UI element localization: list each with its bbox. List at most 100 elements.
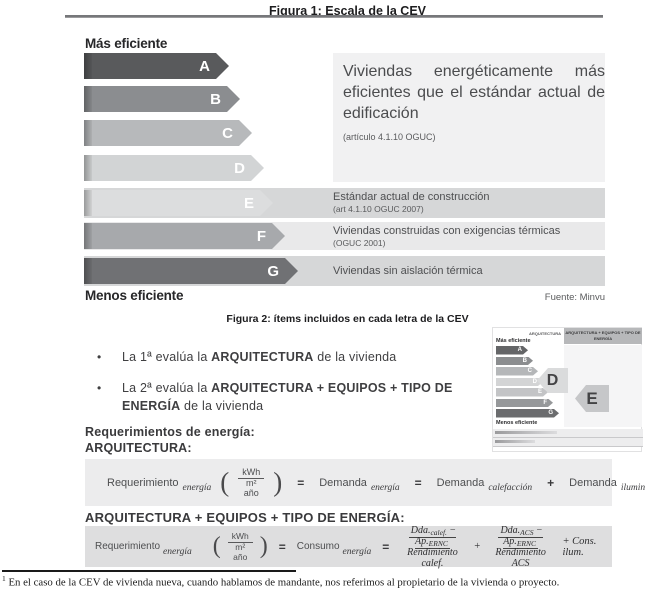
mini-letter-e: E — [537, 389, 542, 396]
mini-letter-g: G — [548, 410, 553, 417]
footnote: 1 En el caso de la CEV de vivienda nueva… — [2, 574, 643, 589]
f2-mid: Consumo — [296, 541, 340, 552]
mini-arrow-e: E — [496, 388, 548, 397]
mini-data-row-1-text — [495, 431, 557, 434]
scale-letter-a: A — [199, 57, 210, 75]
mini-less-label: Menos eficiente — [496, 420, 538, 426]
efficient-note: (artículo 4.1.10 OGUC) — [343, 132, 436, 143]
bullet1-bold: ARQUITECTURA — [211, 350, 314, 364]
scale-letter-g: G — [267, 262, 279, 280]
band-e-note: (art 4.1.10 OGUC 2007) — [333, 203, 424, 214]
f2-lhs-sub: energía — [163, 546, 192, 557]
f1-close-paren: ) — [273, 467, 283, 498]
f2-eq2: = — [382, 539, 390, 554]
f1-lhs: Requerimiento — [107, 476, 179, 489]
f1-t2-sub: iluminación — [620, 482, 645, 493]
f2-unit-fraction: kWh m² año — [227, 531, 253, 562]
f2-fraction1: Dda.calef. − Ap.ERNC Rendimiento calef. — [396, 524, 468, 569]
mini-letter-d: D — [532, 378, 537, 385]
mini-data-row-1 — [493, 429, 643, 438]
bullet2-post: de la vivienda — [180, 399, 264, 414]
mini-letter-b: B — [522, 357, 527, 364]
scale-letter-c: C — [222, 124, 233, 142]
scale-arrow-a: A — [84, 53, 229, 79]
footnote-marker: 1 — [2, 574, 6, 583]
f2-plus1: + — [473, 541, 481, 552]
scale-arrow-b: B — [84, 86, 240, 112]
f2-frac1-den: Rendimiento calef. — [407, 546, 458, 569]
mini-more-label: Más eficiente — [496, 338, 531, 344]
f2-frac2-num-b-sub: ERNC — [516, 538, 536, 548]
band-g-text: Viviendas sin aislación térmica — [333, 265, 483, 278]
band-f-note: (OGUC 2001) — [333, 237, 386, 248]
less-efficient-label: Menos eficiente — [85, 288, 184, 303]
scale-arrow-d: D — [84, 155, 264, 181]
formula-arch-equip: Requerimiento energía ( kWh m² año ) = Con… — [85, 524, 612, 569]
mini-data-row-2-text — [495, 440, 535, 443]
source-label: Fuente: Minvu — [544, 292, 605, 303]
f1-unit-fraction: kWh m² año — [238, 467, 265, 498]
f1-plus: + — [547, 475, 555, 490]
f2-frac2-num-b: − Ap. — [503, 524, 543, 547]
f2-mid-sub: energía — [342, 546, 372, 557]
arch-equip-subheading: ARQUITECTURA + EQUIPOS + TIPO DE ENERGÍA… — [85, 510, 405, 525]
rating-arch-letter: D — [546, 371, 559, 389]
figure1-caption: Figura 1: Escala de la CEV — [268, 4, 426, 18]
f2-frac1-num: Dda.calef. − Ap.ERNC — [408, 524, 457, 549]
scale-arrow-f: F — [84, 223, 285, 249]
footnote-divider — [2, 570, 296, 572]
band-f-label: Viviendas construidas con exigencias tér… — [333, 225, 561, 237]
mini-arrow-d: D — [496, 378, 543, 387]
scale-letter-f: F — [256, 227, 266, 245]
bullet2-bold: ARQUITECTURA + EQUIPOS + TIPO DE ENERGÍA — [122, 381, 453, 414]
mini-letter-a: A — [517, 347, 522, 354]
f2-frac2-den: Rendimiento ACS — [495, 546, 546, 569]
f2-frac2-num: Dda.ACS − Ap.ERNC — [498, 524, 543, 549]
f1-open-paren: ( — [220, 467, 230, 498]
f1-unit-den: m² año — [243, 478, 259, 498]
f2-frac2-num-a-sub: ACS — [520, 527, 534, 537]
f1-t1: Demanda — [436, 476, 485, 489]
f1-mid: Demanda — [319, 476, 367, 489]
band-e-text: Estándar actual de construcción (art 4.1… — [333, 191, 490, 214]
f1-t2: Demanda — [569, 476, 617, 489]
band-e-label: Estándar actual de construcción — [333, 191, 490, 203]
f2-plus2: + Cons. ilum. — [562, 535, 597, 558]
f1-eq1: = — [297, 475, 305, 490]
scale-letter-e: E — [243, 194, 254, 212]
f2-unit-den: m² año — [233, 542, 248, 562]
f2-frac2-num-a: Dda. — [500, 524, 521, 536]
f2-frac1-num-a-sub: calef. — [430, 527, 447, 537]
efficient-text-panel: Viviendas energéticamente más eficientes… — [333, 53, 605, 182]
mini-arrow-b: B — [496, 357, 533, 366]
f1-mid-sub: energía — [370, 482, 400, 493]
bullet1-dot: • — [97, 350, 102, 364]
mini-col2-header: ARQUITECTURA + EQUIPOS + TIPO DE ENERGÍA — [564, 328, 642, 344]
bullet1-text: La 1ª evalúa la ARQUITECTURA de la vivie… — [122, 348, 482, 366]
f1-eq2: = — [414, 475, 422, 490]
mini-arrow-f: F — [496, 399, 553, 408]
mini-arrow-a: A — [496, 346, 528, 355]
bullet2-dot: • — [97, 381, 102, 395]
arch-subheading: ARQUITECTURA: — [85, 441, 192, 455]
f2-frac1-num-b: − Ap. — [415, 524, 457, 547]
bullet2-pre: La 2ª evalúa la — [122, 381, 212, 395]
band-f-text: Viviendas construidas con exigencias tér… — [333, 225, 560, 248]
more-efficient-label: Más eficiente — [85, 36, 168, 51]
scale-letter-d: D — [234, 159, 245, 177]
bullet2-text: La 2ª evalúa la ARQUITECTURA + EQUIPOS +… — [122, 379, 482, 415]
f2-open-paren: ( — [212, 532, 221, 559]
f1-unit-num: kWh — [238, 467, 265, 479]
scale-letter-b: B — [210, 90, 221, 108]
rating-total-letter: E — [586, 388, 598, 408]
mini-scale: A B C D E F G — [496, 346, 562, 420]
f2-fraction2: Dda.ACS − Ap.ERNC Rendimiento ACS — [486, 524, 556, 569]
f2-close-paren: ) — [259, 532, 268, 559]
mini-arrow-c: C — [496, 367, 538, 376]
footnote-text: En el caso de la CEV de vivienda nueva, … — [5, 576, 560, 589]
f2-lhs: Requerimiento — [95, 541, 161, 552]
f1-t1-sub: calefacción — [488, 482, 533, 493]
mini-cev-label: ARQUITECTURA ARQUITECTURA + EQUIPOS + TI… — [492, 327, 643, 452]
bullet1-pre: La 1ª evalúa la — [122, 350, 212, 364]
scale-arrow-e: E — [84, 190, 273, 216]
